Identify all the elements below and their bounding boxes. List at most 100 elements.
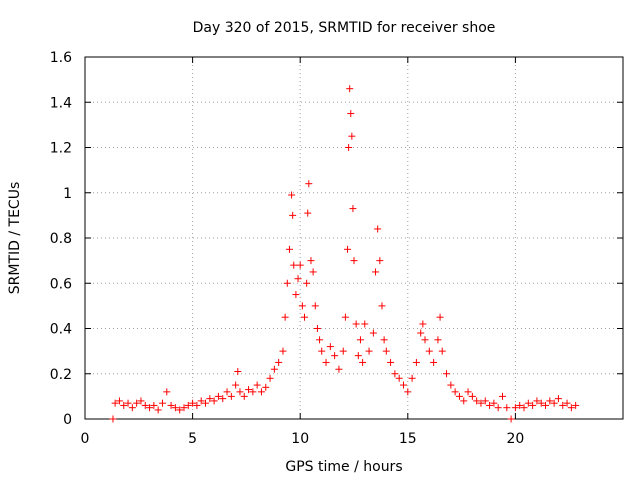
- data-point: [438, 347, 446, 355]
- data-point: [266, 374, 274, 382]
- data-point: [387, 358, 395, 366]
- data-point: [236, 388, 244, 396]
- data-point: [374, 225, 382, 233]
- data-point: [391, 370, 399, 378]
- data-point: [511, 404, 519, 412]
- y-tick-label: 1.2: [50, 141, 72, 157]
- data-point: [542, 401, 550, 409]
- data-point: [339, 347, 347, 355]
- data-point: [193, 401, 201, 409]
- y-tick-label: 1.4: [50, 95, 72, 111]
- data-point: [412, 358, 420, 366]
- data-point: [533, 397, 541, 405]
- data-point: [464, 388, 472, 396]
- x-axis-label: GPS time / hours: [285, 459, 402, 475]
- data-point: [232, 381, 240, 389]
- data-point: [529, 401, 537, 409]
- data-point: [349, 205, 357, 213]
- data-point: [399, 381, 407, 389]
- data-point: [176, 406, 184, 414]
- data-point: [350, 257, 358, 265]
- data-point: [223, 388, 231, 396]
- data-point: [288, 191, 296, 199]
- data-point: [270, 365, 278, 373]
- data-point: [167, 401, 175, 409]
- data-point: [537, 399, 545, 407]
- data-point: [331, 352, 339, 360]
- data-point: [559, 401, 567, 409]
- x-tick-label: 15: [399, 431, 417, 447]
- data-point: [257, 388, 265, 396]
- data-point: [279, 347, 287, 355]
- data-point: [133, 399, 141, 407]
- data-point: [311, 302, 319, 310]
- data-point: [346, 85, 354, 93]
- y-tick-label: 0.2: [50, 367, 72, 383]
- data-point: [253, 381, 261, 389]
- data-point: [356, 336, 364, 344]
- data-point: [380, 336, 388, 344]
- data-point: [206, 395, 214, 403]
- data-point: [292, 291, 300, 299]
- y-tick-label: 0.6: [50, 276, 72, 292]
- data-point: [421, 336, 429, 344]
- data-point: [572, 401, 580, 409]
- data-point: [158, 399, 166, 407]
- data-point: [376, 257, 384, 265]
- data-point: [262, 383, 270, 391]
- data-point: [214, 392, 222, 400]
- data-point: [507, 415, 515, 423]
- x-tick-label: 10: [291, 431, 309, 447]
- data-point: [352, 320, 360, 328]
- data-point: [563, 399, 571, 407]
- data-point: [326, 343, 334, 351]
- data-point: [345, 144, 353, 151]
- data-point: [313, 325, 321, 332]
- data-point: [481, 397, 489, 405]
- data-point: [141, 401, 149, 409]
- data-point: [473, 397, 481, 405]
- y-tick-label: 0.4: [50, 322, 72, 338]
- data-point: [335, 365, 343, 373]
- data-point: [318, 347, 326, 355]
- y-tick-label: 0: [63, 412, 72, 428]
- data-point: [111, 399, 119, 407]
- data-point: [503, 404, 511, 412]
- data-point: [219, 395, 227, 403]
- y-tick-label: 1: [63, 186, 72, 202]
- data-point: [520, 404, 528, 412]
- data-point: [109, 415, 117, 423]
- data-point: [395, 374, 403, 382]
- data-point: [171, 404, 179, 412]
- data-point: [361, 320, 369, 328]
- data-point: [430, 358, 438, 366]
- data-point: [567, 404, 575, 412]
- data-point: [307, 257, 315, 265]
- data-point: [128, 404, 136, 412]
- data-point: [434, 336, 442, 344]
- x-tick-label: 20: [506, 431, 524, 447]
- data-point: [210, 397, 218, 405]
- data-point: [419, 320, 427, 328]
- data-point: [180, 404, 188, 412]
- data-point: [436, 313, 444, 321]
- x-tick-label: 0: [81, 431, 90, 447]
- data-point: [301, 313, 309, 321]
- data-point: [372, 268, 380, 276]
- data-point: [348, 132, 356, 140]
- chart-title: Day 320 of 2015, SRMTID for receiver sho…: [193, 20, 496, 36]
- data-point: [322, 358, 330, 366]
- data-point: [154, 406, 162, 414]
- x-tick-label: 5: [188, 431, 197, 447]
- data-point: [316, 336, 324, 344]
- data-point: [451, 388, 459, 396]
- data-point: [285, 245, 293, 253]
- data-point: [378, 302, 386, 310]
- data-point: [347, 110, 355, 118]
- data-point: [234, 367, 242, 375]
- data-point: [124, 399, 132, 407]
- y-tick-label: 0.8: [50, 231, 72, 247]
- data-point: [137, 397, 145, 405]
- data-point: [354, 352, 362, 360]
